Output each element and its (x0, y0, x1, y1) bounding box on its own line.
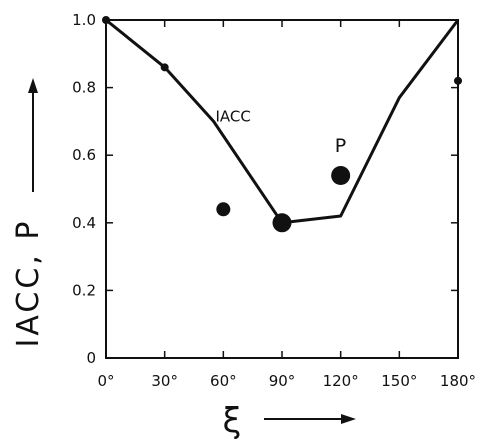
x-tick-label: 30° (151, 372, 178, 390)
y-tick-label: 1.0 (72, 11, 96, 29)
data-series (102, 16, 462, 233)
axis-labels: IACC, P ξ (11, 219, 241, 441)
data-point-p (160, 63, 169, 72)
axis-arrows (28, 78, 356, 424)
y-tick-label: 0.6 (72, 146, 96, 164)
annotation-label: P (335, 135, 346, 157)
data-point-p (102, 16, 110, 24)
annotations: IACC P (216, 107, 347, 156)
x-tick-label: 90° (269, 372, 296, 390)
annotation-label: IACC (216, 107, 251, 125)
series-line-iacc (105, 18, 460, 225)
y-tick-label: 0.4 (72, 214, 96, 232)
plot-axes (105, 19, 459, 359)
axis-ticks: 0° 30° 60° 90° 120° 150° 180° 0 0.2 0.4 0.6 0.8 1.0 (72, 11, 476, 390)
y-axis-arrow-head (28, 78, 38, 93)
data-point-p (454, 76, 462, 85)
x-axis-arrow-head (341, 414, 356, 424)
x-tick-label: 60° (210, 372, 237, 390)
data-point-p (331, 165, 351, 185)
x-tick-label: 150° (381, 372, 417, 390)
data-point-p (216, 202, 231, 217)
y-tick-label: 0.2 (72, 281, 96, 299)
x-tick-label: 0° (97, 372, 114, 390)
plot-frame (105, 19, 459, 359)
x-tick-label: 180° (440, 372, 476, 390)
y-tick-label: 0 (86, 349, 96, 367)
y-axis-label: IACC, P (11, 219, 46, 348)
x-tick-label: 120° (323, 372, 359, 390)
data-point-p (272, 213, 292, 233)
x-axis-label: ξ (223, 401, 242, 441)
y-tick-label: 0.8 (72, 79, 96, 97)
